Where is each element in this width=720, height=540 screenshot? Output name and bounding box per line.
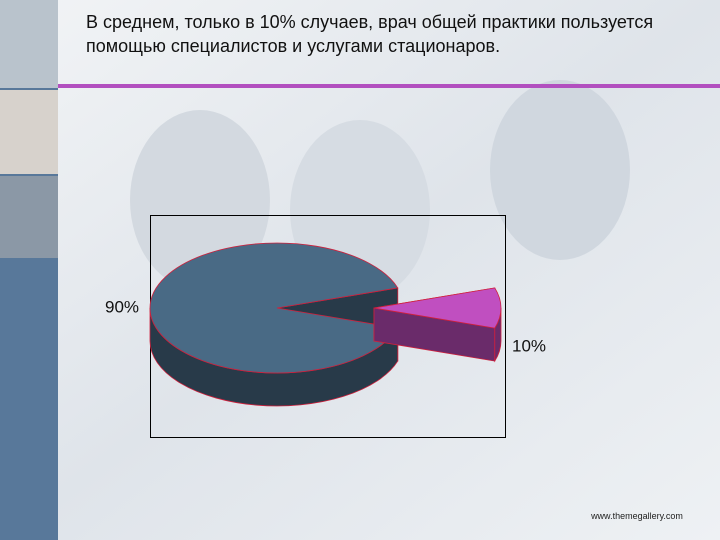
footer: www.themegallery.com	[590, 511, 683, 521]
data-label: 90%	[105, 297, 139, 316]
data-label: 10%	[512, 336, 546, 355]
title-rule	[58, 84, 720, 88]
pie-slice	[149, 242, 399, 374]
sidebar-photo	[0, 0, 58, 88]
sidebar-photo	[0, 176, 58, 258]
pie-slice	[373, 287, 502, 329]
bg-figure	[490, 80, 630, 260]
sidebar-photo	[0, 90, 58, 174]
bg-figure	[130, 110, 270, 290]
chart-title: В среднем, только в 10% случаев, врач об…	[86, 12, 654, 56]
